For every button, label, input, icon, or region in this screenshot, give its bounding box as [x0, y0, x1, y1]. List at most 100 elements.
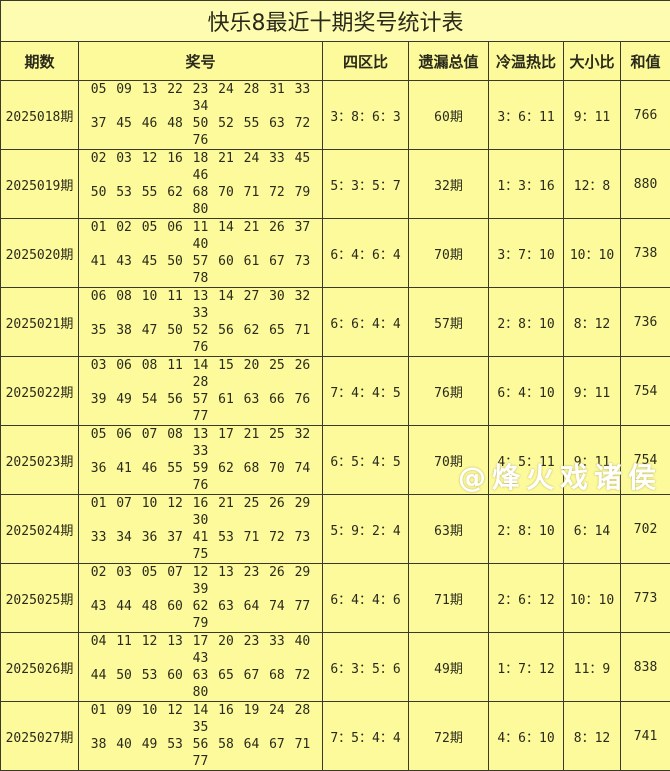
zone-ratio-cell: 6：5：4：5 [323, 426, 409, 495]
miss-total-cell: 70期 [409, 426, 489, 495]
numbers-line: 43 44 48 60 62 63 64 74 77 79 [79, 598, 322, 632]
sum-cell: 773 [621, 564, 670, 633]
zone-ratio-cell: 5：9：2：4 [323, 495, 409, 564]
period-cell: 2025021期 [1, 288, 79, 357]
cold-warm-hot-cell: 4：6：10 [489, 702, 564, 771]
big-small-cell: 12：8 [564, 150, 621, 219]
sum-cell: 838 [621, 633, 670, 702]
cold-warm-hot-cell: 3：7：10 [489, 219, 564, 288]
numbers-line: 33 34 36 37 41 53 71 72 73 75 [79, 529, 322, 563]
numbers-line: 01 09 10 12 14 16 19 24 28 35 [79, 702, 322, 736]
sum-cell: 702 [621, 495, 670, 564]
big-small-cell: 10：10 [564, 219, 621, 288]
numbers-line: 38 40 49 53 56 58 64 67 71 77 [79, 736, 322, 770]
numbers-line: 01 02 05 06 11 14 21 26 37 40 [79, 219, 322, 253]
period-cell: 2025023期 [1, 426, 79, 495]
numbers-line: 05 06 07 08 13 17 21 25 32 33 [79, 426, 322, 460]
numbers-line: 06 08 10 11 13 14 27 30 32 33 [79, 288, 322, 322]
period-cell: 2025022期 [1, 357, 79, 426]
numbers-line: 02 03 12 16 18 21 24 33 45 46 [79, 150, 322, 184]
sum-cell: 754 [621, 357, 670, 426]
cold-warm-hot-cell: 1：7：12 [489, 633, 564, 702]
miss-total-cell: 60期 [409, 81, 489, 150]
big-small-cell: 9：11 [564, 81, 621, 150]
zone-ratio-cell: 6：6：4：4 [323, 288, 409, 357]
big-small-cell: 8：12 [564, 288, 621, 357]
zone-ratio-cell: 6：4：6：4 [323, 219, 409, 288]
zone-ratio-cell: 7：5：4：4 [323, 702, 409, 771]
big-small-cell: 9：11 [564, 426, 621, 495]
big-small-cell: 10：10 [564, 564, 621, 633]
cold-warm-hot-cell: 1：3：16 [489, 150, 564, 219]
big-small-cell: 8：12 [564, 702, 621, 771]
zone-ratio-cell: 6：3：5：6 [323, 633, 409, 702]
cold-warm-hot-cell: 2：8：10 [489, 495, 564, 564]
sum-cell: 880 [621, 150, 670, 219]
cold-warm-hot-cell: 2：6：12 [489, 564, 564, 633]
big-small-cell: 11：9 [564, 633, 621, 702]
big-small-cell: 6：14 [564, 495, 621, 564]
miss-total-cell: 63期 [409, 495, 489, 564]
header-sum: 和值 [621, 42, 670, 81]
numbers-line: 36 41 46 55 59 62 68 70 74 76 [79, 460, 322, 494]
table-title: 快乐8最近十期奖号统计表 [1, 1, 670, 42]
miss-total-cell: 49期 [409, 633, 489, 702]
header-numbers: 奖号 [79, 42, 323, 81]
period-cell: 2025027期 [1, 702, 79, 771]
zone-ratio-cell: 3：8：6：3 [323, 81, 409, 150]
cold-warm-hot-cell: 6：4：10 [489, 357, 564, 426]
numbers-line: 35 38 47 50 52 56 62 65 71 76 [79, 322, 322, 356]
header-miss-total: 遗漏总值 [409, 42, 489, 81]
cold-warm-hot-cell: 3：6：11 [489, 81, 564, 150]
zone-ratio-cell: 6：4：4：6 [323, 564, 409, 633]
header-zone-ratio: 四区比 [323, 42, 409, 81]
miss-total-cell: 76期 [409, 357, 489, 426]
big-small-cell: 9：11 [564, 357, 621, 426]
miss-total-cell: 57期 [409, 288, 489, 357]
numbers-line: 03 06 08 11 14 15 20 25 26 28 [79, 357, 322, 391]
numbers-line: 39 49 54 56 57 61 63 66 76 77 [79, 391, 322, 425]
zone-ratio-cell: 7：4：4：5 [323, 357, 409, 426]
miss-total-cell: 32期 [409, 150, 489, 219]
period-cell: 2025019期 [1, 150, 79, 219]
numbers-line: 44 50 53 60 63 65 67 68 72 80 [79, 667, 322, 701]
sum-cell: 754 [621, 426, 670, 495]
numbers-line: 01 07 10 12 16 21 25 26 29 30 [79, 495, 322, 529]
sum-cell: 766 [621, 81, 670, 150]
zone-ratio-cell: 5：3：5：7 [323, 150, 409, 219]
miss-total-cell: 70期 [409, 219, 489, 288]
sum-cell: 741 [621, 702, 670, 771]
cold-warm-hot-cell: 4：5：11 [489, 426, 564, 495]
period-cell: 2025018期 [1, 81, 79, 150]
period-cell: 2025024期 [1, 495, 79, 564]
header-row: 期数 奖号 四区比 遗漏总值 冷温热比 大小比 和值 [1, 42, 670, 81]
numbers-line: 37 45 46 48 50 52 55 63 72 76 [79, 115, 322, 149]
period-cell: 2025026期 [1, 633, 79, 702]
numbers-line: 41 43 45 50 57 60 61 67 73 78 [79, 253, 322, 287]
header-big-small: 大小比 [564, 42, 621, 81]
cold-warm-hot-cell: 2：8：10 [489, 288, 564, 357]
header-period: 期数 [1, 42, 79, 81]
miss-total-cell: 71期 [409, 564, 489, 633]
numbers-line: 02 03 05 07 12 13 23 26 29 39 [79, 564, 322, 598]
header-cold-warm-hot: 冷温热比 [489, 42, 564, 81]
